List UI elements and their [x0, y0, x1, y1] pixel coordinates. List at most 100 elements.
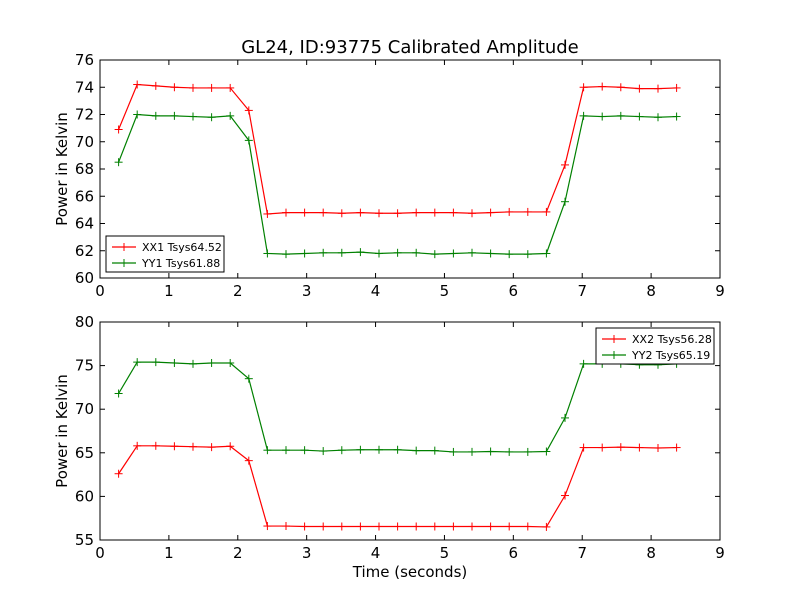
legend-label: YY1 Tsys61.88 — [141, 257, 220, 270]
x-tick-label: 7 — [577, 282, 587, 300]
plot-frame — [99, 321, 721, 541]
data-point — [542, 207, 551, 216]
data-point — [449, 522, 458, 531]
data-point — [523, 522, 532, 531]
data-point — [672, 443, 681, 452]
data-point — [319, 208, 328, 217]
data-point — [468, 447, 476, 456]
y-tick-label: 76 — [75, 51, 94, 69]
data-point — [468, 248, 476, 257]
data-point — [300, 249, 309, 258]
data-point — [207, 83, 216, 92]
data-point — [356, 445, 365, 454]
x-tick-label: 1 — [164, 544, 174, 562]
x-tick-label: 6 — [509, 282, 519, 300]
y-tick-label: 60 — [75, 269, 94, 287]
y-tick-label: 70 — [75, 400, 94, 418]
data-point — [300, 446, 309, 455]
data-point — [151, 81, 160, 90]
y-axis-label: Power in Kelvin — [53, 112, 71, 226]
legend: XX2 Tsys56.28 YY2 Tsys65.19 — [595, 327, 715, 365]
y-tick-label: 72 — [75, 106, 94, 124]
data-point — [486, 522, 495, 531]
data-point — [207, 443, 216, 452]
data-point — [263, 209, 272, 218]
data-point — [319, 447, 328, 456]
data-point — [468, 209, 476, 218]
data-point — [412, 446, 421, 455]
data-point — [412, 248, 421, 257]
data-point — [282, 522, 290, 531]
data-point — [375, 209, 383, 218]
data-point — [151, 358, 160, 367]
x-tick-label: 8 — [646, 544, 656, 562]
data-point — [654, 113, 662, 122]
data-point — [393, 209, 402, 218]
data-point — [598, 112, 607, 121]
data-point — [133, 110, 142, 119]
legend-label: YY2 Tsys65.19 — [631, 349, 710, 362]
data-point — [189, 83, 197, 92]
data-point — [170, 442, 179, 451]
data-point — [561, 413, 569, 422]
x-tick-label: 3 — [302, 544, 312, 562]
x-axis-label: Time (seconds) — [352, 563, 468, 581]
x-tick-label: 8 — [646, 282, 656, 300]
data-point — [170, 358, 179, 367]
data-point — [598, 82, 607, 91]
data-point — [226, 358, 235, 367]
data-point — [207, 358, 216, 367]
x-tick-label: 2 — [233, 282, 243, 300]
legend-entry: YY1 Tsys61.88 — [112, 257, 220, 270]
top-plot: 0 1 2 3 4 5 6 7 8 9 60 62 64 66 68 70 72 74 76 Power in Kel… — [53, 51, 725, 300]
data-point — [244, 374, 253, 383]
data-point — [263, 522, 272, 531]
data-point — [505, 250, 514, 259]
data-point — [189, 359, 197, 368]
data-point — [430, 522, 439, 531]
data-point — [393, 522, 402, 531]
y-tick-label: 55 — [75, 531, 94, 549]
data-point — [672, 112, 681, 121]
data-point — [189, 442, 197, 451]
x-tick-label: 9 — [715, 282, 725, 300]
legend-box — [595, 327, 715, 365]
data-point — [505, 447, 514, 456]
data-point — [356, 248, 365, 257]
data-point — [579, 359, 588, 368]
data-point — [263, 446, 272, 455]
data-point — [449, 249, 458, 258]
data-point — [282, 446, 290, 455]
x-tick-label: 6 — [509, 544, 519, 562]
data-point — [430, 446, 439, 455]
data-point — [375, 445, 383, 454]
data-point — [523, 207, 532, 216]
data-point — [244, 136, 253, 145]
data-point — [561, 491, 569, 500]
data-point — [337, 248, 346, 257]
data-point — [133, 80, 142, 89]
data-point — [542, 249, 551, 258]
x-tick-label: 9 — [715, 544, 725, 562]
legend-label: XX1 Tsys64.52 — [142, 241, 222, 254]
x-tick-label: 3 — [302, 282, 312, 300]
legend: XX1 Tsys64.52 YY1 Tsys61.88 — [105, 235, 225, 273]
y-tick-label: 65 — [75, 444, 94, 462]
y-tick-label: 80 — [75, 313, 94, 331]
data-point — [616, 111, 625, 120]
x-tick-label: 4 — [371, 282, 381, 300]
data-point — [654, 444, 662, 453]
data-point — [672, 83, 681, 92]
x-tick-label: 2 — [233, 544, 243, 562]
legend-entry: XX1 Tsys64.52 — [112, 241, 222, 254]
data-point — [412, 208, 421, 217]
data-point — [635, 443, 644, 452]
legend-box — [105, 235, 225, 273]
x-tick-label: 1 — [164, 282, 174, 300]
data-point — [654, 84, 662, 93]
data-point — [300, 208, 309, 217]
data-point — [505, 207, 514, 216]
legend-label: XX2 Tsys56.28 — [632, 333, 712, 346]
